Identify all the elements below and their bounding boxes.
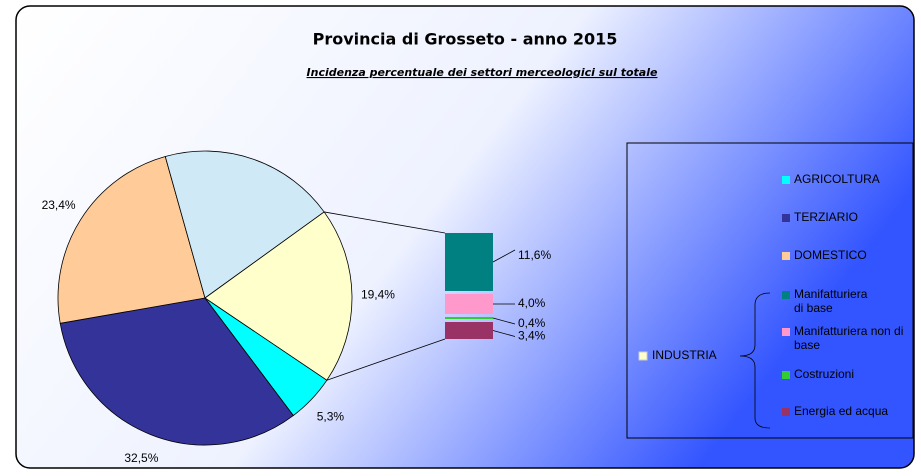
data-label: 23,4% (42, 198, 76, 212)
legend-swatch (782, 371, 790, 379)
pie-slice (57, 155, 206, 324)
legend-label: Costruzioni (794, 367, 854, 381)
leader-line (492, 249, 516, 263)
legend-label: INDUSTRIA (652, 348, 717, 362)
chart-subtitle: Incidenza percentuale dei settori merceo… (307, 66, 658, 79)
connector (324, 211, 446, 234)
legend-swatch (782, 252, 790, 260)
legend-label: AGRICOLTURA (794, 172, 880, 186)
legend-label: TERZIARIO (794, 210, 858, 224)
data-label: 5,3% (317, 409, 345, 423)
legend-swatch (638, 351, 648, 361)
legend-swatch (782, 328, 790, 336)
chart-title: Provincia di Grosseto - anno 2015 (313, 30, 618, 49)
data-label: 0,4% (518, 316, 546, 330)
leader-line (492, 330, 516, 337)
legend-label: Manifatturiera di base (794, 287, 868, 315)
legend-box (626, 142, 914, 439)
legend-brace (739, 292, 771, 429)
connector (326, 338, 446, 381)
data-label: 32,5% (124, 451, 158, 465)
pie-slice (164, 150, 325, 299)
breakdown-bar (445, 294, 493, 314)
pie-slice (59, 297, 294, 446)
legend-swatch (782, 214, 790, 222)
legend-label: Manifatturiera non di base (794, 324, 903, 352)
legend-label: Energia ed acqua (794, 404, 888, 418)
leader-line (492, 317, 516, 325)
legend-swatch (782, 291, 790, 299)
legend-label: DOMESTICO (794, 248, 867, 262)
data-label: 3,4% (518, 329, 546, 343)
breakdown-bar (445, 317, 493, 319)
data-label: 4,0% (518, 296, 546, 310)
legend-swatch (782, 408, 790, 416)
legend-swatch (782, 176, 790, 184)
pie-slice (204, 211, 353, 381)
breakdown-bar (445, 322, 493, 339)
data-label: 19,4% (361, 287, 395, 301)
data-label: 11,6% (518, 248, 551, 262)
breakdown-bar (445, 233, 493, 291)
